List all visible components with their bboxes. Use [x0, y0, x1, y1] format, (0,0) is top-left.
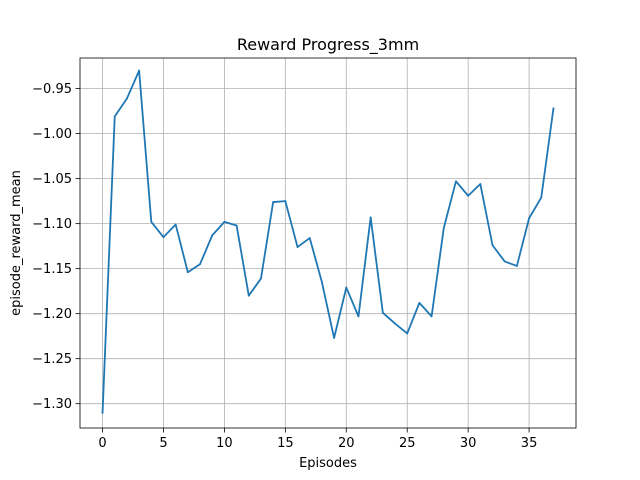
data-point	[272, 201, 275, 203]
data-point	[199, 263, 201, 266]
data-point	[321, 281, 323, 284]
data-point	[430, 315, 433, 318]
x-tick-label: 15	[277, 436, 294, 451]
data-point	[223, 220, 226, 223]
data-point	[381, 311, 384, 314]
y-tick-label: −1.00	[32, 127, 72, 142]
y-tick-label: −1.30	[32, 397, 72, 412]
data-point	[296, 246, 299, 248]
x-tick-label: 25	[399, 436, 416, 451]
data-point	[235, 224, 238, 227]
x-axis-title: Episodes	[299, 456, 357, 471]
data-point	[113, 115, 116, 118]
data-point	[418, 301, 421, 304]
data-point	[138, 69, 141, 72]
y-tick-label: −1.10	[32, 217, 72, 232]
data-point	[540, 196, 543, 199]
data-point	[442, 227, 445, 230]
data-point	[308, 237, 311, 239]
y-tick-label: −1.20	[32, 307, 72, 322]
data-point	[552, 107, 555, 110]
x-tick-label: 20	[338, 436, 355, 451]
y-tick-label: −1.05	[32, 172, 72, 187]
data-point	[174, 223, 177, 226]
x-tick-label: 5	[159, 436, 167, 451]
y-tick-label: −1.25	[32, 352, 72, 367]
chart-title: Reward Progress_3mm	[237, 35, 419, 55]
data-point	[467, 194, 470, 197]
data-point	[162, 236, 165, 239]
data-point	[491, 244, 494, 247]
y-tick-label: −1.15	[32, 262, 72, 277]
data-point	[186, 271, 189, 274]
data-point	[345, 286, 348, 289]
x-tick-label: 35	[521, 436, 538, 451]
series-line	[101, 69, 555, 414]
data-point	[357, 315, 360, 318]
x-tick-label: 0	[98, 436, 106, 451]
data-point	[284, 200, 287, 203]
data-point	[126, 97, 128, 100]
data-point	[515, 265, 518, 267]
data-point	[150, 220, 153, 223]
plot-area	[80, 58, 576, 428]
data-point	[333, 337, 335, 339]
y-axis-title: episode_reward_mean	[9, 170, 24, 316]
axis-ticks: 0 5 10 15 20 25 30 35 −1.30 −1.25 −1.20 −1.15 −1.10 −…	[32, 82, 537, 451]
data-point	[260, 277, 262, 280]
data-point	[503, 260, 506, 263]
x-tick-label: 10	[216, 436, 233, 451]
x-tick-label: 30	[460, 436, 477, 451]
data-point	[394, 322, 396, 325]
plot-frame	[79, 57, 577, 429]
data-point	[211, 234, 214, 237]
data-point	[369, 216, 372, 219]
data-point	[247, 294, 250, 297]
data-point	[455, 180, 457, 183]
series-layer	[101, 69, 555, 414]
data-point	[528, 217, 530, 220]
data-point	[479, 183, 482, 185]
data-point	[406, 332, 409, 335]
data-point	[101, 411, 104, 414]
y-tick-label: −0.95	[32, 82, 72, 97]
